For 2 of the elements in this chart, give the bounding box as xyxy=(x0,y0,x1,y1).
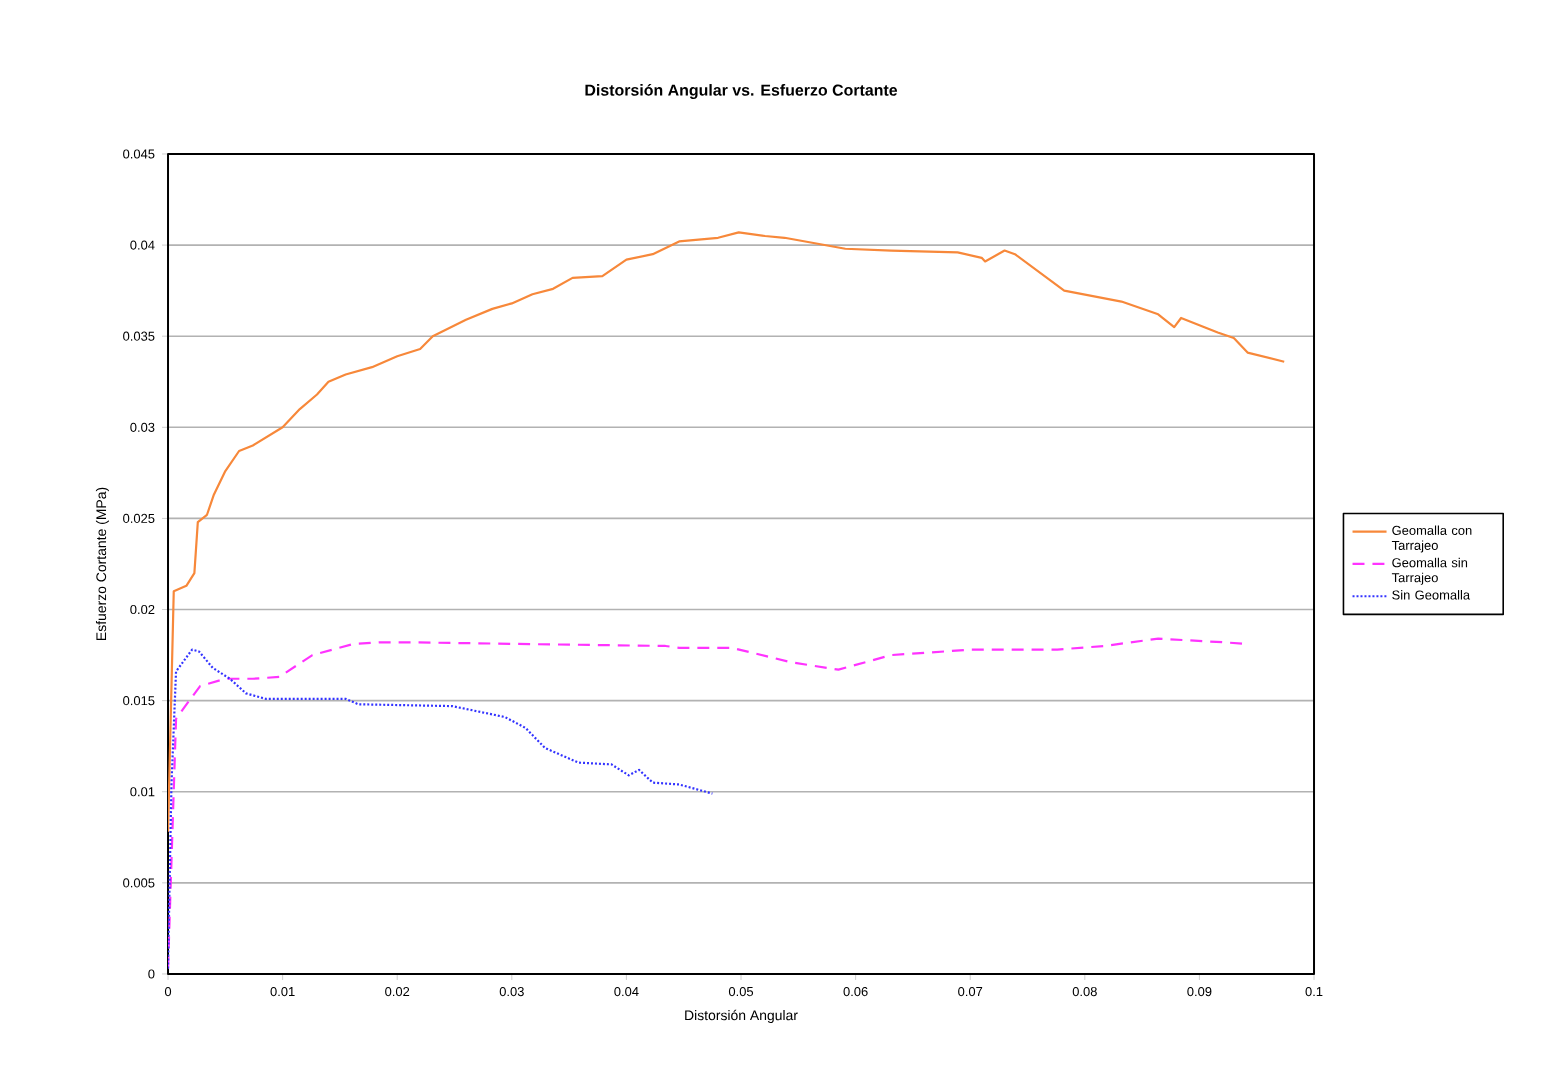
line-series xyxy=(168,648,714,970)
line-series xyxy=(168,231,1286,833)
